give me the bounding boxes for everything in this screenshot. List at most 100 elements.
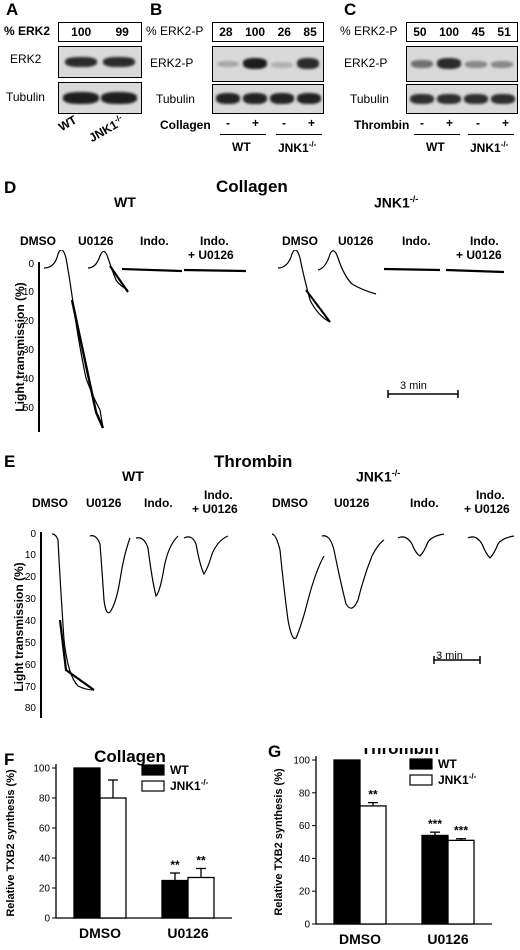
sign: + (308, 116, 316, 130)
condition-label: U0126 (338, 234, 374, 248)
legend-label: WT (438, 757, 457, 771)
trace-ko-indo (383, 267, 441, 272)
row-label: Tubulin (6, 90, 45, 104)
y-tick-label: 100 (293, 756, 310, 767)
y-axis-label: Relative TXB2 synthesis (%) (273, 768, 285, 916)
trace-ko-indo (397, 533, 445, 557)
value: 100 (245, 25, 266, 39)
western-blot-erk2 (58, 46, 142, 78)
category-label: U0126 (427, 931, 468, 947)
group-label-wt: WT (426, 140, 445, 154)
bar (161, 879, 189, 919)
sign: - (420, 116, 424, 130)
bar (333, 759, 361, 925)
y-tick: 40 (22, 374, 34, 385)
panel-c-label: C (344, 0, 357, 19)
y-tick: 10 (22, 287, 34, 298)
chart-title: Collagen (94, 748, 166, 766)
panel-e-label: E (4, 452, 16, 471)
y-tick-label: 80 (39, 794, 51, 805)
group-underline (276, 134, 322, 135)
sign: + (446, 116, 454, 130)
trace-wt-indo (121, 267, 183, 273)
value: 28 (219, 25, 233, 39)
panel-f-label: F (4, 750, 15, 769)
y-tick: 80 (24, 703, 36, 714)
panel-b-header: % ERK2-P (146, 24, 204, 38)
condition-label: DMSO (282, 234, 318, 248)
condition-label: U0126 (334, 496, 370, 510)
y-tick-label: 0 (44, 914, 50, 925)
wt-label: WT (122, 468, 144, 484)
legend-swatch (141, 764, 165, 776)
condition-label: Indo. (204, 488, 233, 502)
y-tick: 50 (24, 638, 36, 649)
category-label: DMSO (339, 931, 381, 947)
scale-bar (387, 390, 459, 398)
condition-label: Indo. (402, 234, 431, 248)
western-blot-tubulin (406, 84, 518, 114)
group-underline (414, 134, 460, 135)
y-tick-label: 80 (299, 788, 311, 799)
row-label: ERK2 (10, 52, 42, 66)
condition-label: + U0126 (456, 248, 502, 262)
chart-title: Thrombin (361, 748, 439, 758)
trace-wt-indo (135, 535, 179, 598)
panel-d-label: D (4, 178, 17, 197)
group-underline (468, 134, 514, 135)
bar (73, 767, 101, 919)
y-tick-label: 20 (299, 887, 311, 898)
condition-label: + U0126 (188, 248, 234, 262)
group-label-ko: JNK1-/- (278, 140, 317, 155)
scale-bar-label: 3 min (436, 650, 463, 662)
y-tick-label: 40 (299, 854, 311, 865)
bar (447, 839, 475, 925)
treatment-label: Collagen (160, 118, 211, 132)
row-label: Tubulin (350, 92, 389, 106)
wt-label: WT (114, 194, 136, 210)
trace-wt-indo-u0126 (183, 535, 229, 576)
legend-swatch (141, 780, 165, 792)
significance-marker: ** (170, 858, 180, 872)
y-tick: 20 (22, 316, 34, 327)
western-blot-erk2p (406, 46, 518, 82)
trace-wt-u0126 (87, 250, 129, 291)
thrombin-aggregation-traces (51, 533, 515, 691)
condition-label: U0126 (86, 496, 122, 510)
value: 51 (497, 25, 511, 39)
condition-label: U0126 (78, 234, 114, 248)
panel-a-label: A (6, 0, 19, 19)
condition-label: + U0126 (464, 502, 510, 516)
trace-ko-indo-u0126 (445, 268, 505, 274)
sign: - (282, 116, 286, 130)
y-tick: 30 (22, 345, 34, 356)
western-blot-tubulin (58, 82, 142, 114)
scale-bar-label: 3 min (400, 380, 427, 392)
y-axis (38, 262, 40, 432)
significance-marker: ** (368, 788, 378, 802)
bar (187, 876, 215, 919)
lane-label-ko: JNK1-/- (86, 112, 124, 145)
y-tick-label: 40 (39, 854, 51, 865)
panel-b-label: B (150, 0, 163, 19)
condition-label: Indo. (470, 234, 499, 248)
legend-swatch (409, 774, 433, 786)
y-tick: 20 (24, 572, 36, 583)
panel-g-label: G (268, 742, 282, 761)
trace-ko-indo-u0126 (467, 535, 515, 559)
legend-label: JNK1-/- (170, 778, 209, 793)
ko-label: JNK1-/- (356, 468, 401, 485)
value: 99 (115, 25, 129, 39)
significance-marker: *** (454, 824, 468, 838)
y-tick: 50 (22, 403, 34, 414)
treatment-label: Thrombin (354, 118, 410, 132)
y-tick: 0 (28, 259, 34, 270)
panel-a-header: % ERK2 (4, 24, 51, 38)
condition-label: Indo. (144, 496, 173, 510)
category-label: DMSO (79, 925, 121, 941)
bar (99, 797, 127, 919)
trace-wt-u0126 (89, 535, 131, 614)
y-tick: 70 (24, 682, 36, 693)
ko-label: JNK1-/- (374, 194, 419, 211)
significance-marker: *** (428, 817, 442, 831)
